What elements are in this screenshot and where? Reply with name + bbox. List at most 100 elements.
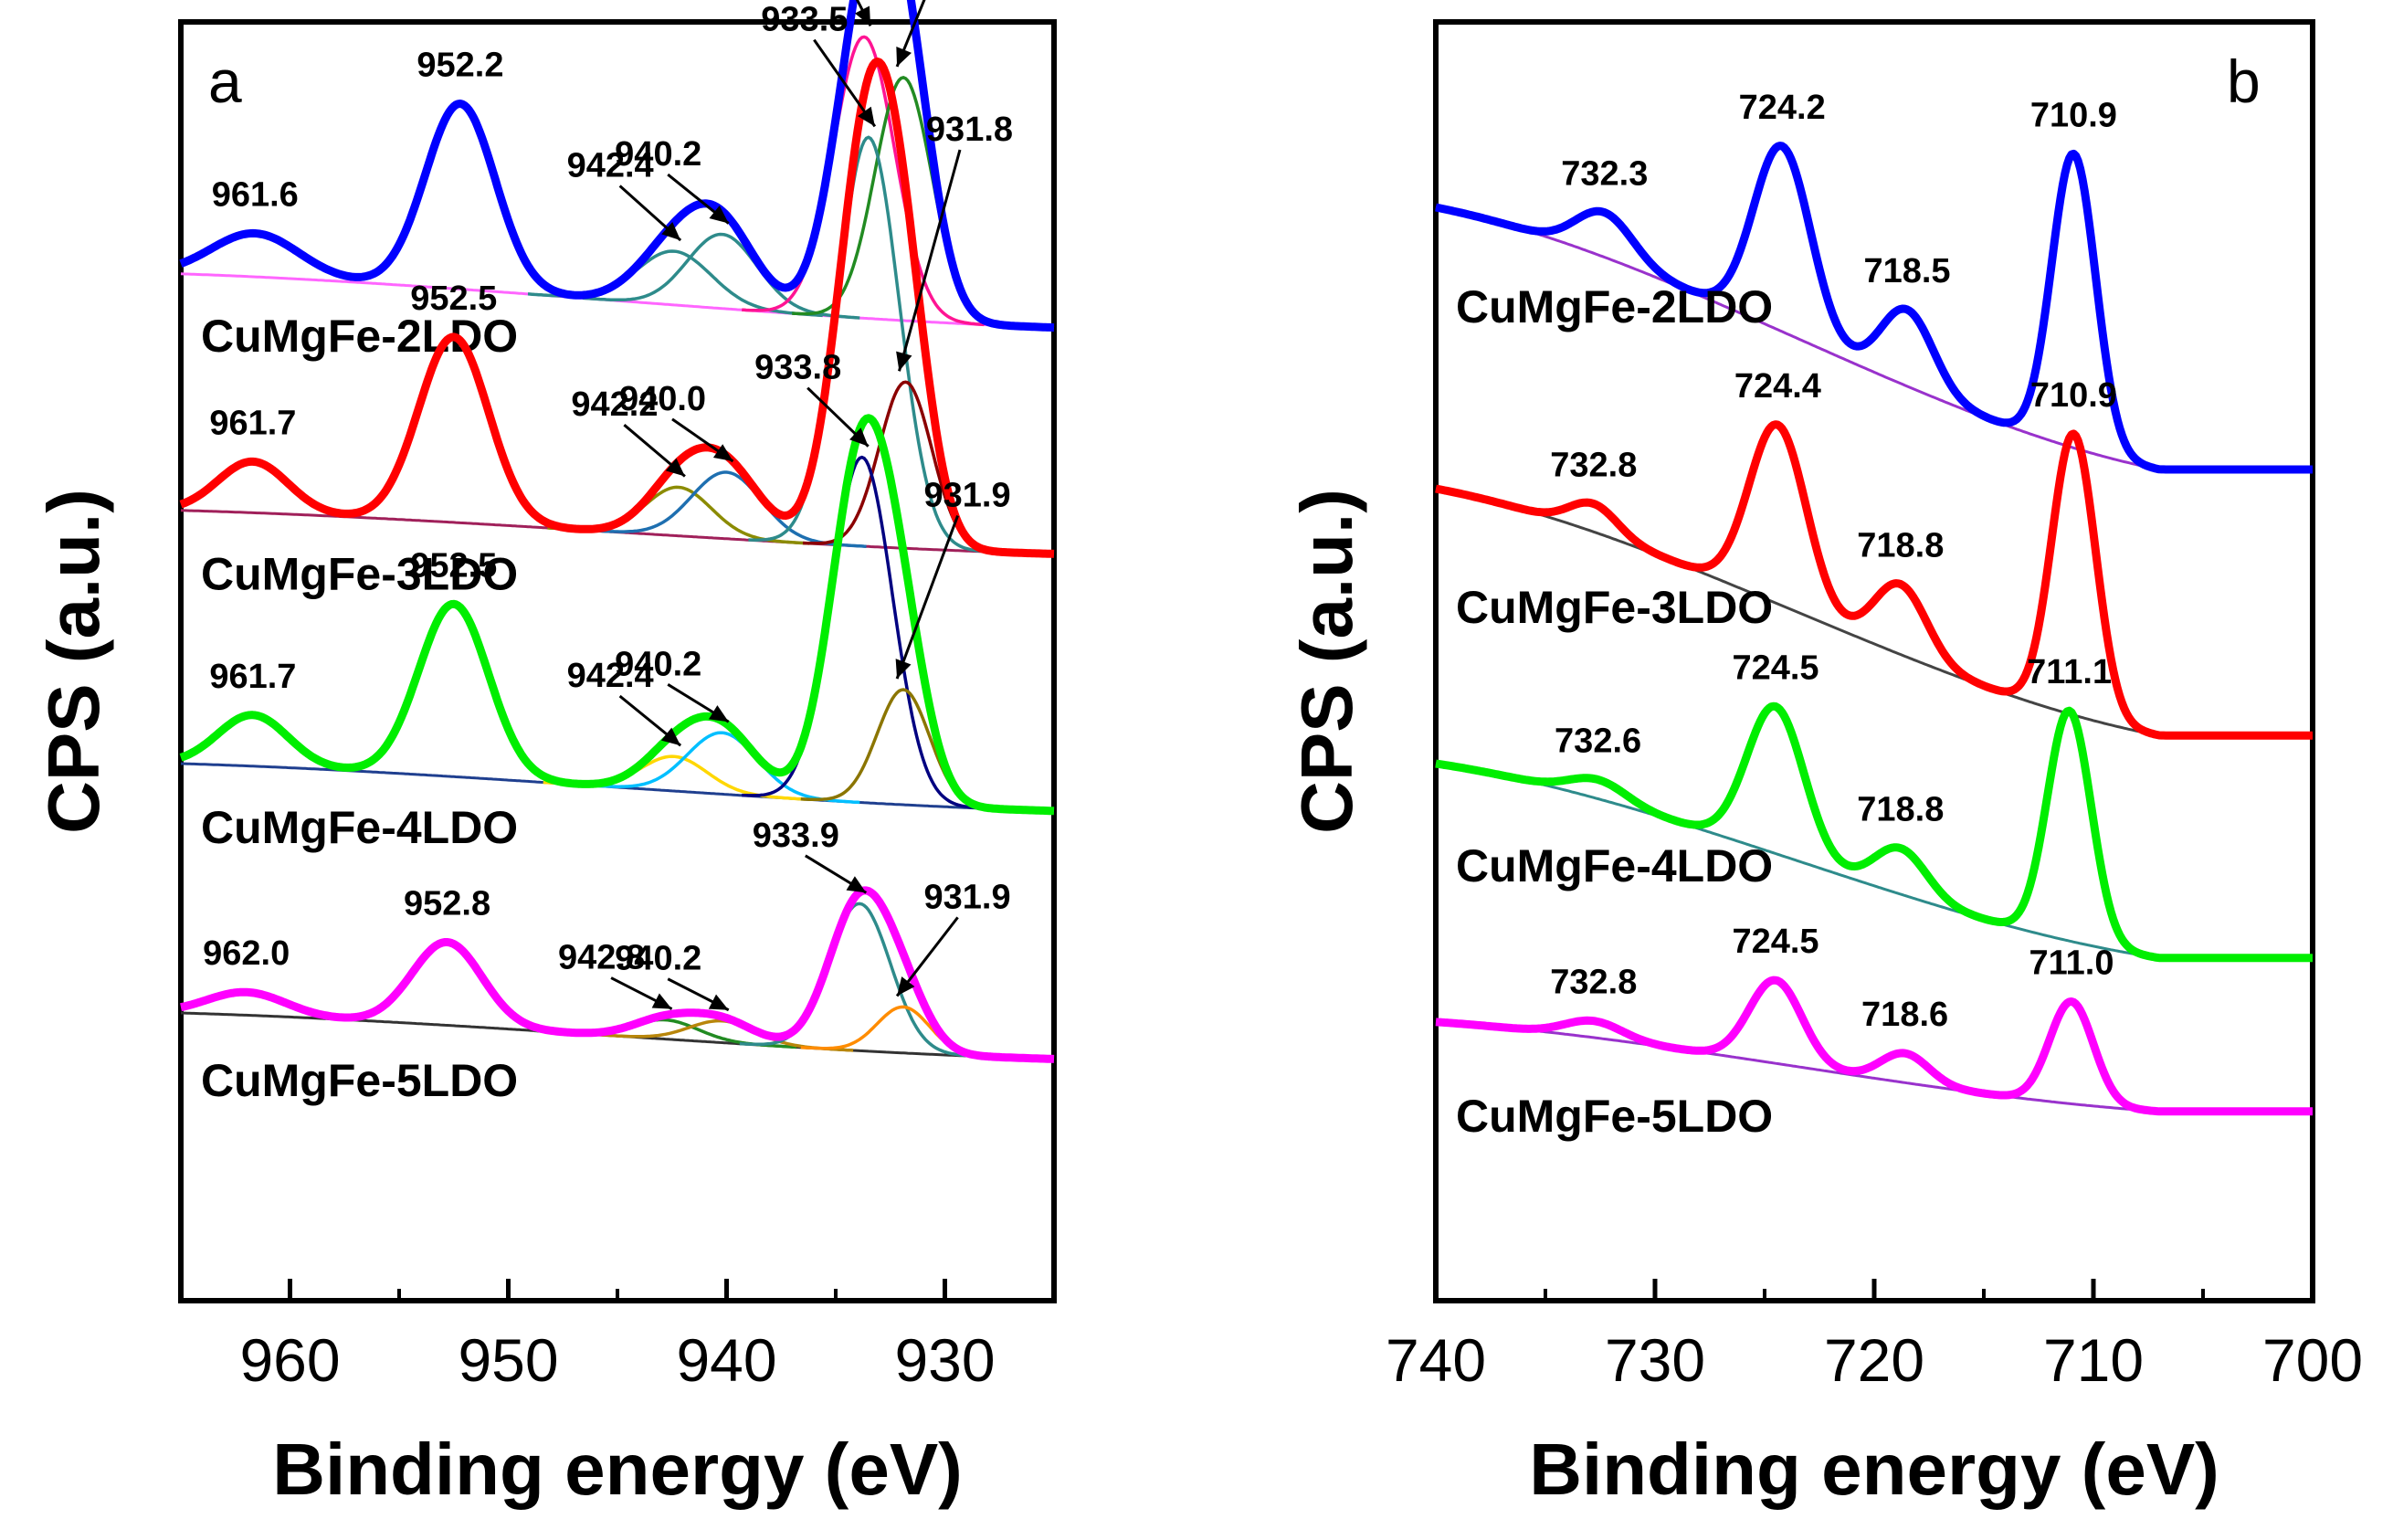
envelope-line (1433, 142, 2315, 474)
peak-arrow-head (857, 106, 875, 127)
peak-label: 961.7 (209, 658, 296, 696)
peak-label: 931.9 (924, 878, 1011, 916)
panel-b-plot: 732.3 724.2 718.5 710.9 CuMgFe-2LDO 732.8 724.… (1433, 89, 2315, 1142)
panel-b-x-axis-label: Binding energy (eV) (1529, 1429, 2219, 1510)
x-tick-label: 950 (458, 1326, 558, 1394)
peak-arrow-head (897, 976, 915, 997)
envelope-line (1433, 976, 2315, 1116)
peak-label: 718.8 (1857, 527, 1944, 565)
x-tick-label: 740 (1386, 1326, 1486, 1394)
x-tick-label: 940 (676, 1326, 776, 1394)
peak-label: 718.5 (1863, 252, 1950, 290)
peak-label: 940.0 (619, 380, 706, 418)
peak-label: 952.8 (404, 884, 490, 923)
envelope-line (1433, 701, 2315, 963)
peak-label: 961.7 (209, 404, 296, 442)
peak-arrow-head (661, 222, 681, 241)
x-tick-label: 700 (2262, 1326, 2363, 1394)
peak-label: 942.8 (558, 939, 645, 977)
peak-label: 952.5 (410, 546, 497, 585)
peak-label: 952.2 (416, 47, 503, 85)
x-tick-label: 930 (894, 1326, 995, 1394)
peak-label: 711.0 (2029, 944, 2114, 982)
peak-label: 931.9 (924, 477, 1011, 515)
peak-label: 732.6 (1555, 723, 1641, 761)
series-label: CuMgFe-3LDO (201, 549, 518, 600)
peak-label: 710.9 (2030, 376, 2117, 415)
series-cumgfe-3ldo: 732.8 724.4 718.8 710.9 CuMgFe-3LDO (1433, 367, 2315, 740)
peak-label: 962.0 (203, 934, 290, 973)
component-peak (739, 902, 980, 1059)
peak-label: 732.8 (1550, 964, 1637, 1002)
peak-label: 942.4 (567, 147, 654, 185)
peak-arrow-head (665, 458, 685, 477)
peak-label: 931.8 (926, 111, 1013, 149)
panel-a-plot: 961.6952.2942.4940.2933.7931.9CuMgFe-2LD… (178, 0, 1057, 1106)
panel-a-x-ticks: 960 950 940 930 (239, 1279, 996, 1394)
peak-arrow-head (709, 206, 729, 224)
peak-arrow (855, 0, 872, 27)
peak-label: 724.2 (1739, 89, 1826, 127)
peak-arrow-head (849, 427, 869, 447)
peak-label: 933.9 (753, 817, 839, 855)
peak-arrow-head (708, 994, 729, 1010)
panel-b: 732.3 724.2 718.5 710.9 CuMgFe-2LDO 732.8 724.… (1286, 19, 2363, 1510)
peak-arrow (895, 515, 959, 680)
component-peak (742, 35, 985, 327)
peak-label: 732.8 (1550, 446, 1637, 484)
series-cumgfe-2ldo: 961.6952.2942.4940.2933.7931.9CuMgFe-2LD… (178, 0, 1057, 362)
panel-a: 961.6952.2942.4940.2933.7931.9CuMgFe-2LD… (33, 0, 1057, 1510)
peak-label: 940.2 (615, 645, 701, 683)
envelope-line (178, 58, 1057, 558)
peak-label: 732.3 (1561, 155, 1648, 194)
panel-a-y-axis-label: CPS (a.u.) (33, 489, 114, 834)
series-label: CuMgFe-5LDO (201, 1055, 518, 1106)
component-peak (582, 731, 860, 805)
peak-arrow-head (896, 351, 912, 372)
peak-arrow (895, 0, 926, 68)
series-label: CuMgFe-2LDO (1456, 281, 1773, 332)
envelope-line (178, 414, 1057, 816)
peak-label: 724.5 (1732, 923, 1818, 961)
series-label: CuMgFe-3LDO (1456, 582, 1773, 633)
peak-label: 933.8 (754, 349, 841, 387)
peak-label: 710.9 (2030, 96, 2117, 134)
peak-arrow (898, 149, 962, 372)
x-tick-label: 730 (1605, 1326, 1705, 1394)
peak-arrow-head (846, 876, 867, 893)
envelope-line (178, 886, 1057, 1063)
peak-label: 724.4 (1734, 367, 1821, 406)
envelope-line (1433, 420, 2315, 740)
x-tick-label: 960 (239, 1326, 340, 1394)
panel-b-x-ticks: 740 730 720 710 700 (1386, 1279, 2363, 1394)
series-cumgfe-5ldo: 732.8 724.5 718.6 711.0 CuMgFe-5LDO (1433, 923, 2315, 1142)
series-label: CuMgFe-4LDO (201, 802, 518, 853)
peak-label: 942.4 (567, 657, 654, 695)
peak-arrow-head (660, 727, 681, 746)
series-cumgfe-4ldo: 732.6 724.5 718.8 711.1 CuMgFe-4LDO (1433, 649, 2315, 963)
peak-label: 942.2 (571, 385, 658, 424)
panel-a-label: a (208, 47, 242, 115)
peak-label: 961.6 (212, 175, 299, 214)
peak-arrow-head (708, 705, 729, 723)
peak-label: 933.5 (761, 1, 848, 39)
peak-label: 724.5 (1732, 649, 1818, 688)
panel-b-label: b (2227, 47, 2261, 115)
series-label: CuMgFe-5LDO (1456, 1091, 1773, 1142)
peak-arrow-head (651, 993, 672, 1009)
series-label: CuMgFe-4LDO (1456, 840, 1773, 891)
peak-arrow-head (854, 5, 871, 26)
envelope-line (178, 0, 1057, 332)
peak-label: 718.6 (1861, 996, 1948, 1034)
peak-label: 952.5 (410, 280, 497, 318)
x-tick-label: 710 (2043, 1326, 2144, 1394)
peak-label: 711.1 (2027, 653, 2112, 691)
series-cumgfe-2ldo: 732.3 724.2 718.5 710.9 CuMgFe-2LDO (1433, 89, 2315, 474)
peak-label: 940.2 (615, 940, 701, 978)
component-peak (742, 455, 985, 810)
peak-arrow-head (895, 659, 912, 680)
